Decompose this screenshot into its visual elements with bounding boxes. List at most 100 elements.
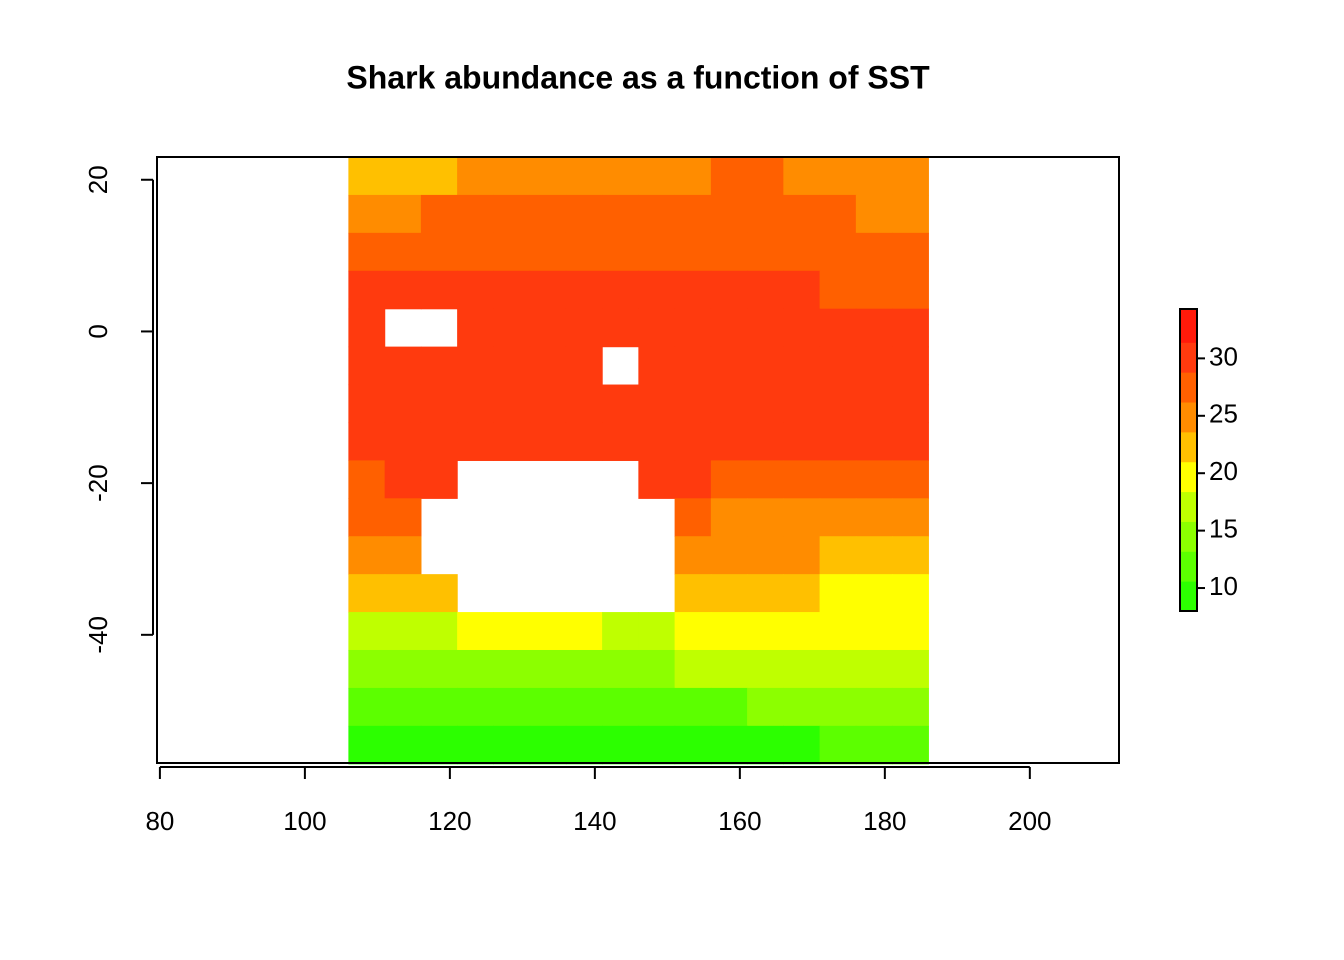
raster-cell	[384, 194, 422, 234]
raster-cell	[384, 270, 422, 310]
raster-cell	[384, 574, 422, 613]
raster-cell	[348, 612, 386, 651]
raster-cell	[819, 649, 857, 689]
raster-cell	[565, 725, 603, 765]
raster-cell	[348, 157, 386, 196]
raster-cell	[783, 232, 821, 272]
raster-cell	[747, 649, 784, 689]
raster-cell	[529, 384, 567, 424]
raster-cell	[855, 536, 893, 575]
raster-cell	[892, 270, 929, 310]
raster-cell	[855, 498, 893, 537]
raster-cell	[710, 270, 748, 310]
raster-cell	[819, 422, 857, 461]
raster-cell	[565, 194, 603, 234]
raster-cell	[783, 270, 821, 310]
y-tick-label: -20	[83, 464, 113, 502]
raster-cell	[638, 232, 676, 272]
legend-swatch	[1180, 521, 1197, 552]
raster-cell	[457, 725, 494, 765]
raster-cell	[384, 422, 422, 461]
raster-cell	[819, 725, 857, 765]
raster-cell	[783, 422, 821, 461]
raster-cell	[747, 460, 784, 499]
raster-cell	[674, 346, 712, 386]
raster-cell	[783, 687, 821, 727]
raster-cell	[529, 346, 567, 386]
raster-cell	[674, 574, 712, 613]
raster-cell	[710, 574, 748, 613]
raster-cell	[384, 687, 422, 727]
legend-tick-label: 25	[1209, 399, 1238, 429]
raster-cell	[638, 346, 676, 386]
raster-cell	[674, 649, 712, 689]
raster-cell	[892, 346, 929, 386]
raster-cell	[892, 157, 929, 196]
raster-cell	[747, 498, 784, 537]
raster-cell	[855, 157, 893, 196]
x-tick-label: 140	[573, 806, 616, 836]
raster-cell	[674, 687, 712, 727]
raster-cell	[384, 498, 422, 537]
raster-cell	[420, 157, 458, 196]
raster-cell	[674, 157, 712, 196]
raster-cell	[457, 649, 494, 689]
raster-cell	[638, 460, 676, 499]
raster-cell	[747, 384, 784, 424]
raster-cell	[819, 270, 857, 310]
raster-cell	[493, 232, 531, 272]
legend-swatch	[1180, 402, 1197, 433]
raster-cell	[674, 460, 712, 499]
raster-cell	[457, 194, 494, 234]
raster-cell	[420, 194, 458, 234]
y-tick-label: 0	[83, 324, 113, 338]
raster-cell	[384, 460, 422, 499]
raster-cell	[710, 612, 748, 651]
raster-cell	[674, 194, 712, 234]
raster-cell	[892, 574, 929, 613]
raster-cell	[529, 194, 567, 234]
raster-cell	[747, 687, 784, 727]
raster-cell	[348, 346, 386, 386]
raster-cell	[710, 460, 748, 499]
raster-cell	[493, 270, 531, 310]
x-tick-label: 80	[145, 806, 174, 836]
raster-cell	[747, 612, 784, 651]
raster-cell	[348, 460, 386, 499]
raster-cell	[855, 687, 893, 727]
raster-cell	[855, 725, 893, 765]
raster-cell	[384, 536, 422, 575]
raster-cell	[348, 308, 386, 348]
legend-swatch	[1180, 491, 1197, 522]
raster-cell	[565, 649, 603, 689]
raster-cell	[819, 384, 857, 424]
raster-cell	[565, 422, 603, 461]
raster-cell	[348, 574, 386, 613]
raster-cell	[457, 308, 494, 348]
raster-cell	[892, 384, 929, 424]
raster-cell	[565, 308, 603, 348]
raster-cell	[710, 194, 748, 234]
legend-swatch	[1180, 581, 1197, 612]
legend-swatch	[1180, 309, 1197, 343]
raster-cell	[420, 270, 458, 310]
raster-cell	[565, 384, 603, 424]
raster-cell	[747, 194, 784, 234]
raster-cell	[565, 346, 603, 386]
raster-cell	[420, 649, 458, 689]
raster-cell	[747, 270, 784, 310]
raster-cell	[710, 536, 748, 575]
raster-cell	[638, 612, 676, 651]
raster-cell	[783, 498, 821, 537]
raster-cell	[892, 536, 929, 575]
raster-cell	[747, 422, 784, 461]
raster-cell	[493, 346, 531, 386]
raster-cell	[457, 346, 494, 386]
raster-cell	[710, 308, 748, 348]
raster-cell	[348, 536, 386, 575]
raster-cell	[855, 346, 893, 386]
raster-cell	[855, 232, 893, 272]
raster-cell	[819, 687, 857, 727]
raster-cell	[384, 157, 422, 196]
